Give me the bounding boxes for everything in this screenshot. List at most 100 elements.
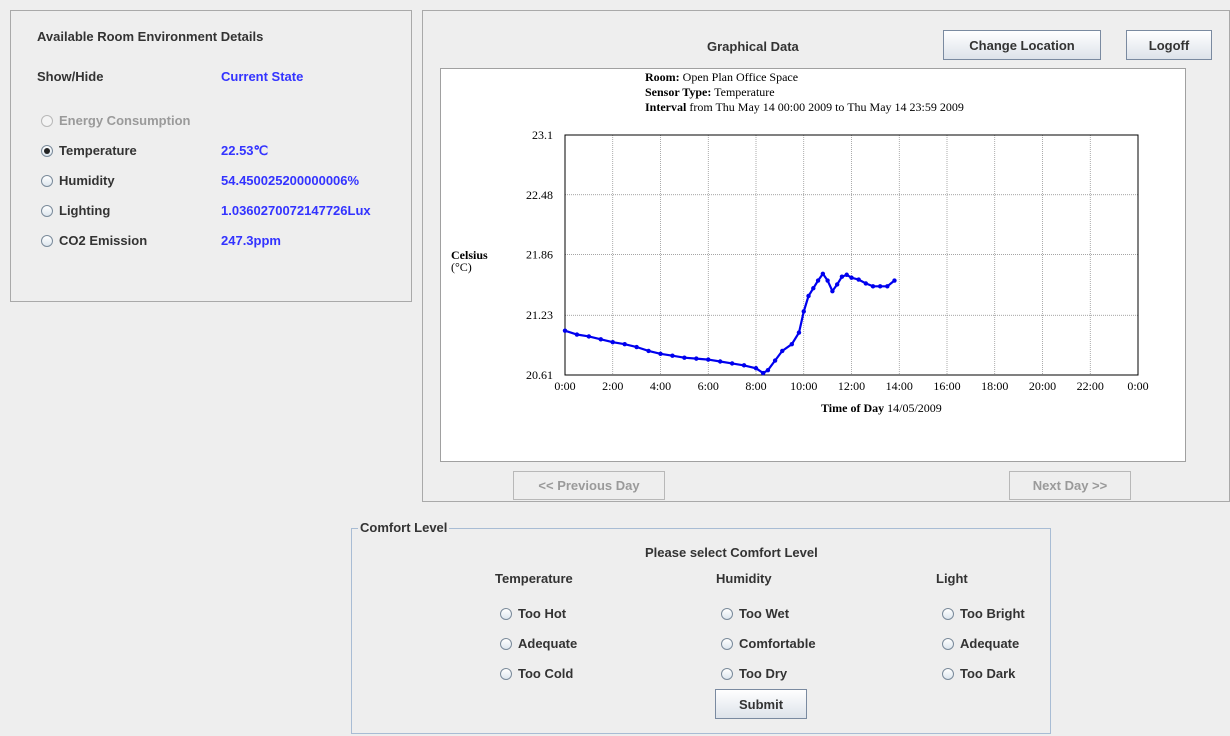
temperature-data-point [753, 366, 759, 371]
temperature-label: Temperature [59, 143, 137, 158]
temperature-data-point [870, 284, 876, 289]
temp-adequate-label: Adequate [518, 636, 578, 651]
y-tick-label: 21.86 [526, 248, 553, 262]
temperature-data-point [789, 341, 795, 347]
temperature-data-point [741, 363, 747, 368]
too-cold-radio[interactable] [500, 668, 512, 680]
x-tick-label: 20:00 [1029, 379, 1056, 393]
showhide-header: Show/Hide [37, 69, 104, 84]
plot-frame [564, 134, 1139, 376]
temp-adequate-radio[interactable] [500, 638, 512, 650]
logoff-button[interactable]: Logoff [1126, 30, 1212, 60]
comfortable-radio[interactable] [721, 638, 733, 650]
co2-radio[interactable] [41, 235, 53, 247]
light-adequate-radio[interactable] [942, 638, 954, 650]
temperature-data-point [706, 357, 711, 362]
too-wet-radio[interactable] [721, 608, 733, 620]
comfort-legend: Comfort Level [358, 520, 450, 535]
x-tick-label: 14:00 [886, 379, 913, 393]
chart-room-line: Room: Open Plan Office Space [645, 70, 798, 84]
temperature-data-point [849, 275, 854, 280]
temperature-data-point [892, 278, 897, 283]
lighting-value: 1.0360270072147726Lux [221, 203, 371, 218]
temperature-data-point [877, 284, 883, 289]
next-day-button[interactable]: Next Day >> [1009, 471, 1131, 500]
temperature-data-point [796, 330, 802, 335]
temperature-data-point [598, 337, 604, 342]
too-dry-radio[interactable] [721, 668, 733, 680]
humidity-radio[interactable] [41, 175, 53, 187]
temperature-data-point [694, 356, 699, 361]
temperature-data-point [574, 332, 580, 337]
temperature-data-point [801, 309, 806, 314]
temperature-data-point [830, 288, 835, 294]
submit-button[interactable]: Submit [715, 689, 807, 719]
y-tick-label: 20.61 [526, 368, 553, 382]
graph-panel: Graphical Data Change Location Logoff Ro… [422, 10, 1230, 502]
temperature-data-point [634, 344, 639, 350]
x-tick-label: 0:00 [554, 379, 575, 393]
temperature-data-point [658, 351, 663, 356]
temperature-data-point [682, 355, 687, 360]
too-cold-label: Too Cold [518, 666, 574, 681]
temperature-data-point [646, 348, 651, 354]
x-tick-label: 4:00 [650, 379, 671, 393]
temperature-data-point [806, 293, 811, 299]
temperature-data-point [562, 328, 568, 333]
co2-label: CO2 Emission [59, 233, 148, 248]
temperature-radio[interactable] [41, 145, 53, 157]
temperature-value: 22.53℃ [221, 143, 269, 158]
too-dry-label: Too Dry [739, 666, 788, 681]
too-dark-label: Too Dark [960, 666, 1016, 681]
x-axis-label: Time of Day 14/05/2009 [821, 401, 942, 415]
energy-radio[interactable] [41, 115, 53, 127]
humidity-value: 54.450025200000006% [221, 173, 360, 188]
x-tick-label: 6:00 [698, 379, 719, 393]
temperature-data-point [820, 271, 826, 276]
chart-interval-line: Interval from Thu May 14 00:00 2009 to T… [645, 100, 964, 114]
change-location-button[interactable]: Change Location [943, 30, 1101, 60]
temperature-data-point [765, 367, 771, 373]
comfort-prompt: Please select Comfort Level [645, 545, 818, 560]
temperature-column-header: Temperature [495, 571, 573, 586]
too-wet-label: Too Wet [739, 606, 790, 621]
comfort-level-group: Comfort Level Please select Comfort Leve… [351, 520, 1051, 734]
temperature-data-point [610, 340, 615, 345]
temperature-data-point [780, 348, 785, 354]
too-dark-radio[interactable] [942, 668, 954, 680]
temperature-data-point [815, 278, 821, 283]
too-hot-radio[interactable] [500, 608, 512, 620]
temperature-data-point [844, 272, 849, 277]
too-bright-radio[interactable] [942, 608, 954, 620]
x-tick-label: 16:00 [933, 379, 960, 393]
temperature-data-point [670, 353, 675, 358]
previous-day-button[interactable]: << Previous Day [513, 471, 665, 500]
temperature-data-point [839, 274, 845, 279]
temperature-data-point [885, 284, 890, 289]
graph-title: Graphical Data [707, 39, 799, 54]
too-hot-label: Too Hot [518, 606, 567, 621]
room-environment-panel: Available Room Environment Details Show/… [10, 10, 412, 302]
x-tick-label: 12:00 [838, 379, 865, 393]
lighting-radio[interactable] [41, 205, 53, 217]
comfortable-label: Comfortable [739, 636, 816, 651]
x-tick-label: 18:00 [981, 379, 1008, 393]
temperature-data-point [760, 370, 766, 376]
temperature-data-point [717, 359, 723, 364]
temperature-data-point [622, 341, 627, 347]
temperature-data-point [834, 282, 840, 287]
lighting-label: Lighting [59, 203, 111, 218]
temperature-data-point [863, 281, 869, 286]
temperature-data-point [729, 361, 735, 366]
temperature-data-point [856, 277, 861, 282]
humidity-column-header: Humidity [716, 571, 772, 586]
x-tick-label: 22:00 [1077, 379, 1104, 393]
chart-area: Room: Open Plan Office Space Sensor Type:… [440, 68, 1186, 462]
x-tick-label: 2:00 [602, 379, 623, 393]
energy-label: Energy Consumption [59, 113, 191, 128]
y-tick-label: 23.1 [532, 128, 553, 142]
y-axis-unit: (°C) [451, 260, 472, 274]
current-state-header: Current State [221, 69, 304, 84]
temperature-data-point [825, 278, 830, 283]
light-adequate-label: Adequate [960, 636, 1020, 651]
